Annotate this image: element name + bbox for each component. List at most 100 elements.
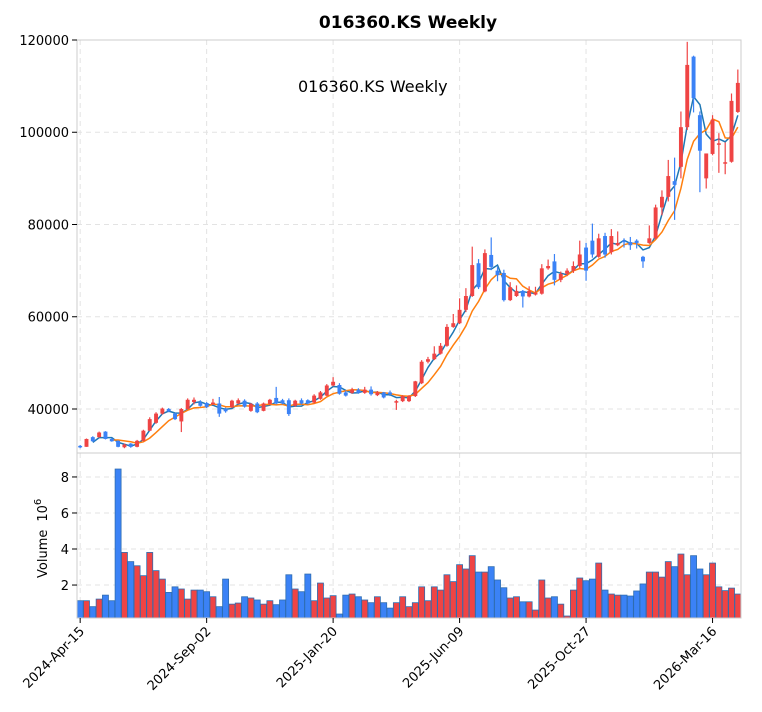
volume-bar <box>405 606 413 619</box>
candle <box>312 394 317 404</box>
volume-bar <box>683 574 691 619</box>
candle-body <box>508 287 513 301</box>
volume-bar <box>165 592 173 619</box>
candle <box>565 268 570 277</box>
candle-body <box>173 413 177 420</box>
candle <box>388 390 392 397</box>
candle-body <box>356 389 361 393</box>
volume-bar <box>544 597 552 619</box>
volume-bar <box>234 602 242 619</box>
candle-body <box>653 207 658 239</box>
volume-bar <box>348 593 356 619</box>
candle-body <box>495 270 500 276</box>
volume-bar <box>557 603 565 619</box>
candle-body <box>622 240 626 243</box>
candle-body <box>596 238 601 257</box>
candle <box>716 133 721 173</box>
candle <box>514 285 519 297</box>
candle-body <box>476 263 481 288</box>
candle-body <box>324 385 329 396</box>
candle <box>584 242 589 281</box>
candle-body <box>109 438 114 442</box>
candle-body <box>539 268 544 294</box>
volume-bar <box>475 571 482 619</box>
volume-bar <box>184 598 192 619</box>
candle <box>710 115 715 156</box>
volume-bar <box>177 588 185 619</box>
volume-bar <box>83 600 90 619</box>
volume-bar <box>386 607 394 619</box>
candle-body <box>615 242 620 246</box>
candle-body <box>394 401 399 403</box>
candle <box>628 236 633 250</box>
candle-body <box>135 440 140 447</box>
volume-bar <box>279 599 286 619</box>
price-ytick-label: 80000 <box>28 218 69 233</box>
candle <box>343 390 348 397</box>
volume-bar <box>139 575 147 619</box>
volume-bar <box>380 602 388 619</box>
candle <box>520 289 525 308</box>
candle-body <box>678 127 683 167</box>
candle <box>90 436 95 442</box>
candle <box>552 254 557 286</box>
volume-bar <box>323 597 331 619</box>
volume-bar <box>373 596 381 619</box>
candle-body <box>558 273 563 280</box>
candle <box>331 377 336 387</box>
candle-body <box>716 143 721 145</box>
volume-bar <box>576 577 584 619</box>
candle-body <box>463 295 468 310</box>
candle-body <box>710 119 715 154</box>
volume-bar <box>171 586 179 619</box>
candle-body <box>97 432 102 438</box>
candle <box>691 55 696 113</box>
candle-body <box>514 290 519 296</box>
volume-bar <box>399 596 407 619</box>
volume-ytick-label: 4 <box>61 543 69 558</box>
candle-body <box>400 396 405 402</box>
volume-bar <box>456 564 463 619</box>
candle <box>539 264 544 295</box>
price-ytick-label: 40000 <box>28 403 69 418</box>
candle-body <box>381 392 386 398</box>
candle-body <box>697 115 702 151</box>
volume-bar <box>247 597 255 619</box>
candle-body <box>236 400 241 404</box>
candle-body <box>527 290 532 297</box>
volume-bar <box>721 590 729 619</box>
candle-body <box>78 445 83 448</box>
candle <box>697 111 702 193</box>
volume-bar <box>702 574 710 619</box>
candle <box>236 398 241 405</box>
candle <box>685 41 690 130</box>
volume-bar <box>367 602 375 619</box>
candle-body <box>419 361 424 384</box>
candle <box>211 398 215 405</box>
volume-bar <box>291 588 299 619</box>
price-panel-frame <box>76 39 742 454</box>
volume-bar <box>601 589 609 619</box>
candle <box>426 356 430 364</box>
volume-bar <box>190 589 198 619</box>
candle <box>293 399 298 407</box>
candle <box>501 269 506 302</box>
candle <box>375 391 380 397</box>
candle <box>463 288 468 313</box>
volume-bar <box>209 596 217 619</box>
candle-body <box>659 196 664 208</box>
volume-bar <box>513 596 520 619</box>
candle <box>603 232 607 258</box>
volume-bar <box>76 600 84 619</box>
volume-bar <box>133 565 141 619</box>
candle <box>305 399 310 405</box>
candle <box>128 443 133 448</box>
xtick-label: 2024-Sep-02 <box>145 624 215 694</box>
candle-body <box>293 400 298 406</box>
volume-bar <box>329 595 337 619</box>
candle <box>122 443 127 449</box>
candle-body <box>337 385 342 394</box>
candle-body <box>704 153 709 179</box>
candle <box>103 431 108 440</box>
volume-ytick-label: 2 <box>61 579 69 594</box>
